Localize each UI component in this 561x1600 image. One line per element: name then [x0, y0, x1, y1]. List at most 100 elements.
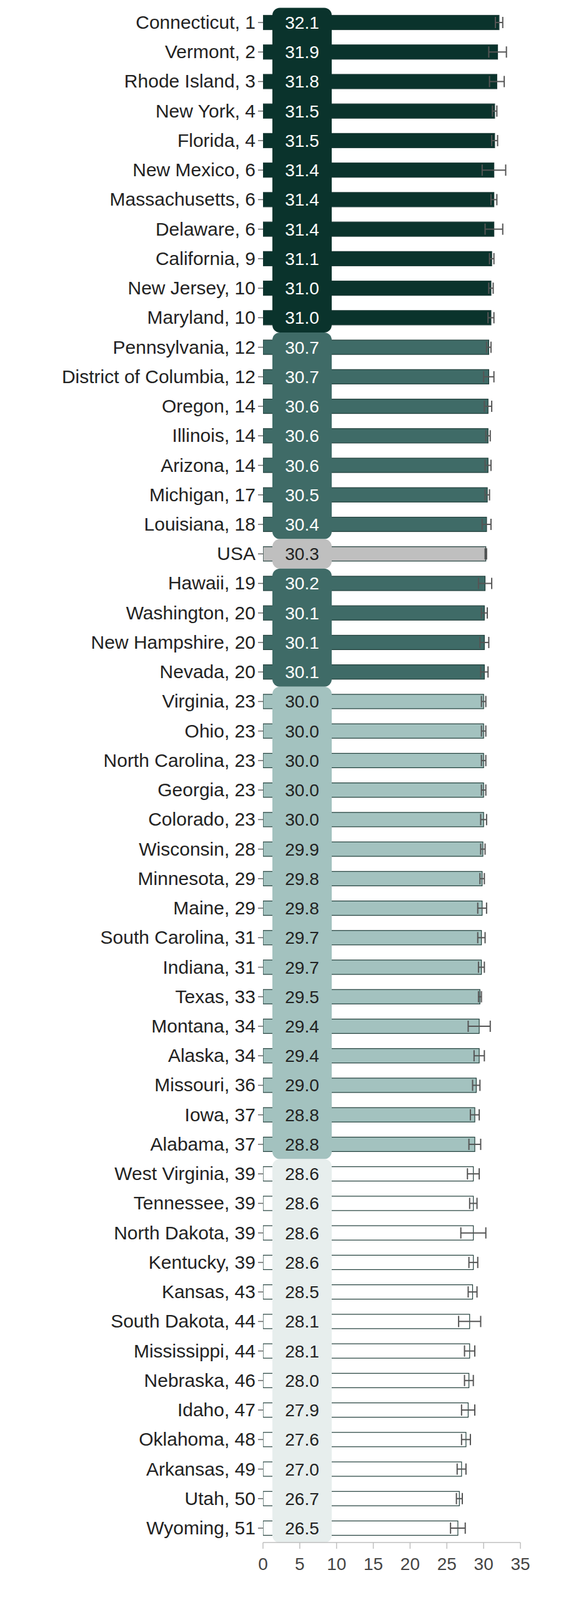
category-tick	[258, 700, 264, 703]
error-cap	[486, 813, 488, 825]
category-tick	[258, 1231, 264, 1234]
data-label: 28.8	[284, 1105, 320, 1125]
error-cap	[479, 665, 482, 678]
category-tick	[258, 1468, 264, 1470]
category-tick	[258, 21, 264, 24]
data-label: 27.6	[284, 1429, 320, 1449]
error-line	[491, 198, 497, 200]
error-cap	[483, 400, 485, 412]
tick-mark	[299, 1541, 301, 1549]
error-line	[478, 582, 492, 584]
category-tick	[258, 966, 264, 968]
data-label: 31.4	[284, 219, 320, 240]
data-label: 29.9	[284, 839, 320, 859]
data-label: 28.6	[284, 1193, 320, 1213]
error-cap	[483, 872, 485, 884]
category-label: Tennessee, 39	[133, 1191, 256, 1213]
error-cap	[484, 459, 486, 472]
error-line	[469, 1201, 478, 1204]
data-label: 28.6	[284, 1252, 320, 1272]
error-line	[461, 1408, 475, 1410]
error-cap	[476, 1285, 478, 1297]
tick-label: 35	[510, 1553, 530, 1574]
label-band	[272, 332, 332, 540]
category-label: Mississippi, 44	[133, 1340, 256, 1361]
category-label: Illinois, 14	[172, 424, 256, 446]
category-label: Georgia, 23	[157, 779, 256, 800]
data-label: 29.0	[284, 1075, 320, 1095]
error-line	[469, 1143, 482, 1145]
error-bar	[480, 813, 487, 825]
category-label: Alaska, 34	[168, 1044, 256, 1066]
error-cap	[490, 341, 492, 353]
data-label: 31.5	[284, 131, 320, 151]
error-cap	[478, 1108, 480, 1121]
error-cap	[465, 1463, 467, 1475]
error-cap	[479, 1315, 482, 1327]
category-label: Colorado, 23	[148, 808, 256, 830]
data-label: 28.0	[284, 1370, 320, 1391]
error-cap	[468, 1138, 470, 1150]
error-line	[484, 464, 491, 467]
error-line	[461, 1231, 487, 1234]
category-label: USA	[216, 542, 256, 564]
error-bar	[480, 843, 485, 855]
error-bar	[487, 311, 494, 323]
error-bar	[469, 1196, 478, 1209]
data-label: 30.1	[284, 662, 320, 682]
category-tick	[258, 435, 264, 437]
error-bar	[477, 931, 486, 943]
data-label: 30.3	[284, 544, 320, 564]
error-bar	[480, 665, 488, 678]
category-tick	[258, 1143, 264, 1145]
error-cap	[490, 518, 492, 530]
error-cap	[474, 1403, 476, 1415]
error-line	[477, 936, 486, 938]
error-bar	[491, 193, 497, 205]
error-cap	[469, 1108, 472, 1121]
error-line	[477, 907, 487, 909]
category-tick	[258, 1084, 264, 1086]
error-cap	[483, 1049, 485, 1061]
category-tick	[258, 1379, 264, 1381]
category-tick	[258, 1261, 264, 1263]
error-bar	[477, 902, 487, 914]
error-line	[482, 169, 507, 171]
error-cap	[477, 577, 480, 589]
category-tick	[258, 1113, 264, 1116]
tick-mark	[409, 1541, 412, 1549]
error-cap	[502, 223, 504, 235]
category-tick	[258, 730, 264, 732]
error-line	[467, 1290, 477, 1292]
label-band	[272, 686, 332, 1159]
category-tick	[258, 877, 264, 879]
x-axis: 05101520253035	[258, 1541, 530, 1574]
error-bar	[478, 990, 482, 1003]
error-cap	[471, 1078, 473, 1091]
category-label: Vermont, 2	[164, 41, 256, 62]
error-line	[464, 1350, 475, 1352]
category-tick	[258, 139, 264, 142]
error-line	[481, 700, 487, 702]
error-cap	[461, 1403, 463, 1415]
error-line	[479, 641, 489, 643]
error-line	[450, 1526, 466, 1529]
error-cap	[467, 1020, 469, 1032]
category-tick	[258, 110, 264, 112]
category-label: Oklahoma, 48	[138, 1428, 256, 1449]
error-cap	[491, 105, 493, 117]
error-cap	[479, 1138, 482, 1150]
data-label: 31.5	[284, 101, 320, 122]
error-bar	[484, 489, 490, 501]
error-cap	[484, 489, 486, 501]
category-label: Connecticut, 1	[135, 11, 256, 33]
category-tick	[258, 317, 264, 319]
category-label: Virginia, 23	[161, 690, 256, 711]
error-line	[480, 848, 485, 850]
category-tick	[258, 228, 264, 230]
error-bar	[450, 1521, 466, 1534]
category-label: Wyoming, 51	[146, 1516, 256, 1538]
category-tick	[258, 641, 264, 643]
error-cap	[485, 784, 487, 796]
error-cap	[485, 754, 487, 766]
